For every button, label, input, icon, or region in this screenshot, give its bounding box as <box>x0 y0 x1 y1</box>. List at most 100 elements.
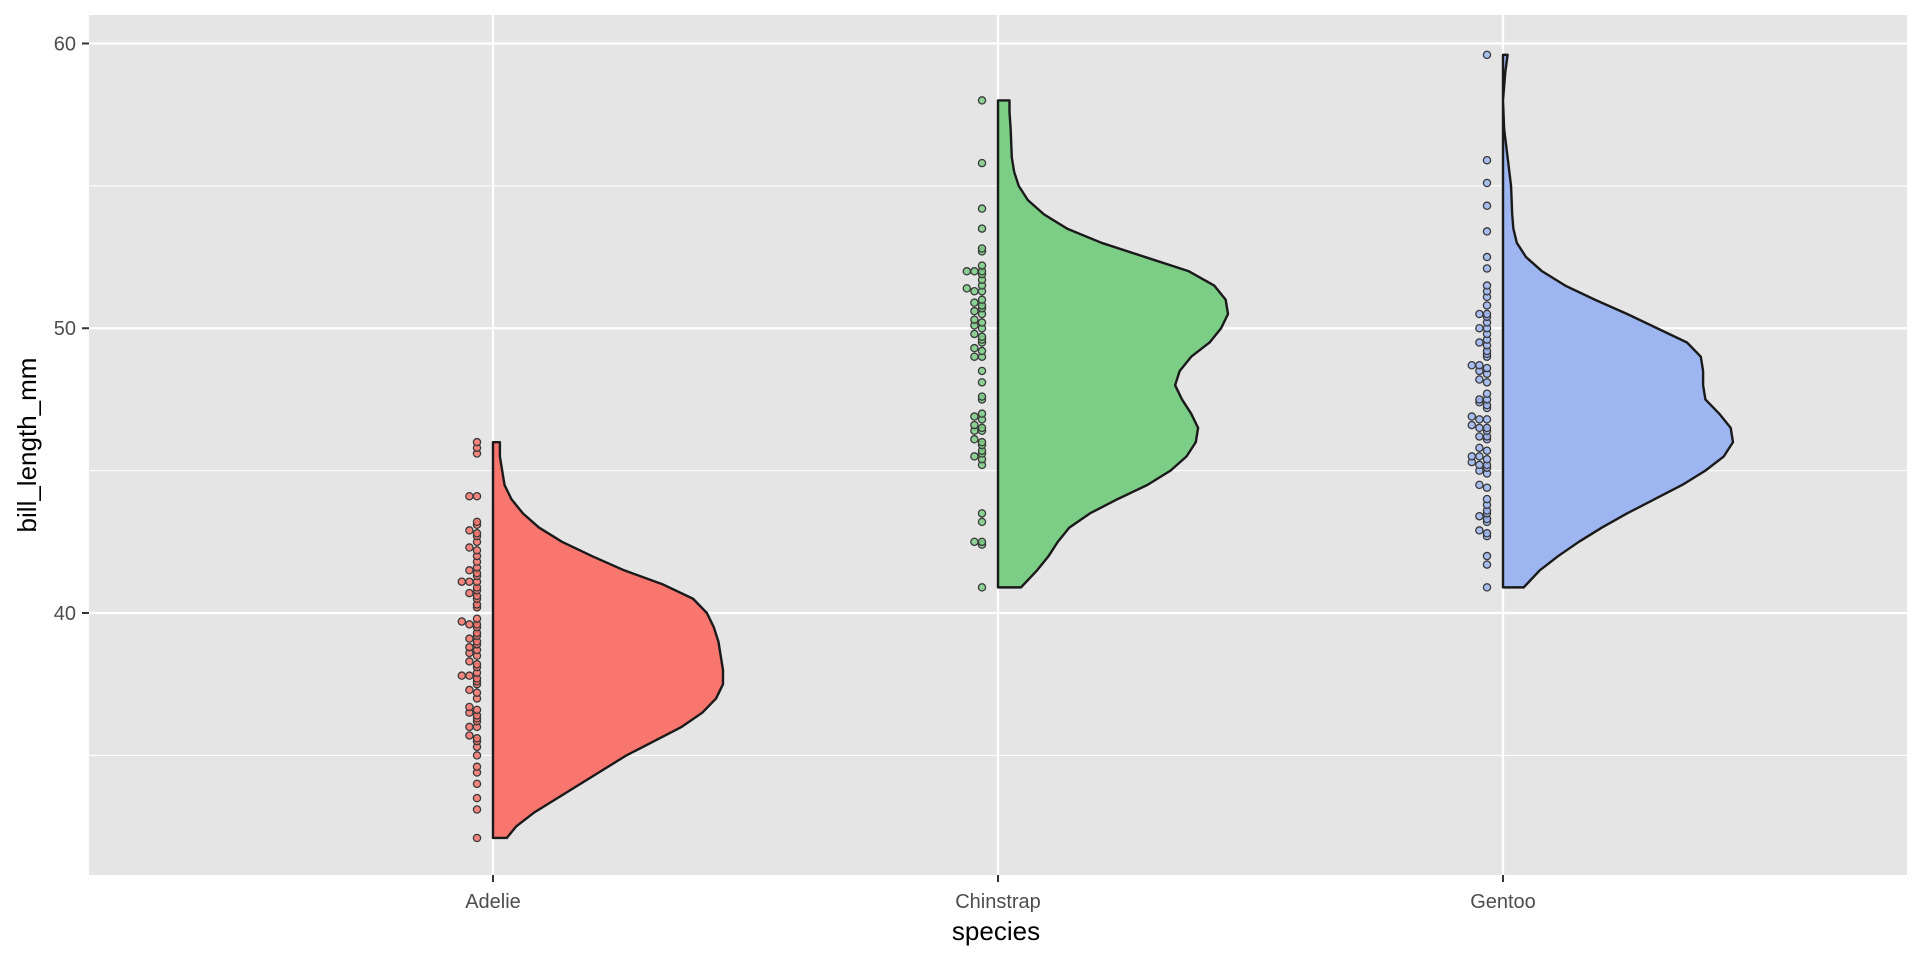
point-adelie-3 <box>472 779 482 789</box>
point-gentoo-19 <box>1475 460 1484 470</box>
point-adelie-26 <box>457 671 467 680</box>
point-gentoo-30 <box>1482 423 1492 433</box>
point-gentoo-41 <box>1482 389 1492 398</box>
point-gentoo-5 <box>1475 526 1484 535</box>
point-adelie-9 <box>472 734 482 743</box>
point-adelie-18 <box>465 702 474 712</box>
violin-adelie <box>491 440 725 840</box>
point-adelie-44 <box>472 614 482 623</box>
point-gentoo-13 <box>1482 483 1492 492</box>
y-tick-label-40: 40 <box>54 603 76 625</box>
point-adelie-42 <box>465 620 474 629</box>
point-adelie-57 <box>465 566 474 575</box>
point-gentoo-33 <box>1482 415 1492 424</box>
point-chinstrap-58 <box>977 96 987 105</box>
point-chinstrap-35 <box>977 318 987 327</box>
point-adelie-70 <box>465 492 474 501</box>
point-gentoo-31 <box>1475 423 1484 433</box>
point-adelie-30 <box>465 657 474 666</box>
point-adelie-73 <box>472 437 482 447</box>
point-gentoo-68 <box>1482 227 1492 236</box>
point-gentoo-71 <box>1482 155 1492 165</box>
x-axis-title: species <box>952 916 1040 946</box>
point-chinstrap-44 <box>970 286 979 296</box>
point-chinstrap-2 <box>977 537 987 547</box>
point-gentoo-48 <box>1467 361 1477 370</box>
point-chinstrap-36 <box>970 315 979 324</box>
point-gentoo-21 <box>1482 454 1492 464</box>
point-chinstrap-12 <box>977 437 987 447</box>
point-adelie-0 <box>472 833 482 843</box>
violin-layer <box>491 53 1735 840</box>
point-chinstrap-51 <box>962 267 972 276</box>
point-gentoo-42 <box>1482 378 1492 387</box>
violin-gentoo <box>1501 53 1735 589</box>
point-gentoo-23 <box>1467 452 1477 461</box>
point-chinstrap-55 <box>977 224 987 233</box>
point-gentoo-43 <box>1475 375 1484 384</box>
point-gentoo-70 <box>1482 178 1492 188</box>
y-tick-label-50: 50 <box>54 318 76 340</box>
y-axis-title: bill_length_mm <box>12 358 42 533</box>
point-gentoo-65 <box>1482 281 1492 290</box>
point-chinstrap-16 <box>977 423 987 433</box>
point-chinstrap-0 <box>977 583 987 592</box>
point-gentoo-14 <box>1475 480 1484 490</box>
point-adelie-21 <box>465 685 474 695</box>
point-chinstrap-19 <box>970 412 979 421</box>
point-chinstrap-28 <box>970 343 979 353</box>
point-chinstrap-52 <box>977 261 987 270</box>
point-adelie-12 <box>465 722 474 732</box>
point-adelie-10 <box>465 731 474 740</box>
violin-chinstrap <box>996 99 1230 589</box>
point-chinstrap-57 <box>977 158 987 168</box>
point-adelie-62 <box>465 543 474 552</box>
point-adelie-54 <box>457 577 467 586</box>
point-gentoo-46 <box>1482 363 1492 373</box>
point-adelie-68 <box>472 517 482 527</box>
point-gentoo-4 <box>1482 529 1492 538</box>
point-adelie-49 <box>465 588 474 598</box>
point-chinstrap-32 <box>970 329 979 339</box>
point-gentoo-25 <box>1475 443 1484 453</box>
point-chinstrap-4 <box>977 517 987 527</box>
point-chinstrap-50 <box>970 267 979 276</box>
point-gentoo-72 <box>1482 50 1492 60</box>
point-chinstrap-5 <box>977 509 987 518</box>
point-gentoo-60 <box>1482 309 1492 319</box>
point-chinstrap-24 <box>977 366 987 376</box>
point-adelie-1 <box>472 805 482 814</box>
point-gentoo-1 <box>1482 560 1492 569</box>
point-chinstrap-31 <box>977 332 987 342</box>
point-gentoo-8 <box>1475 511 1484 521</box>
point-chinstrap-22 <box>977 392 987 401</box>
point-gentoo-69 <box>1482 201 1492 211</box>
point-adelie-17 <box>472 705 482 715</box>
point-adelie-37 <box>465 634 474 643</box>
y-tick-label-60: 60 <box>54 33 76 55</box>
point-gentoo-2 <box>1482 551 1492 561</box>
x-axis: Adelie Chinstrap Gentoo <box>465 875 1536 913</box>
point-chinstrap-41 <box>970 298 979 307</box>
point-adelie-65 <box>472 529 482 538</box>
point-chinstrap-3 <box>970 537 979 547</box>
point-gentoo-22 <box>1475 452 1484 461</box>
point-chinstrap-20 <box>977 409 987 418</box>
point-gentoo-34 <box>1475 415 1484 424</box>
point-chinstrap-13 <box>970 435 979 444</box>
point-adelie-43 <box>457 617 467 626</box>
point-gentoo-66 <box>1482 264 1492 273</box>
point-gentoo-32 <box>1467 420 1477 430</box>
x-tick-label-chinstrap: Chinstrap <box>955 891 1041 913</box>
point-adelie-25 <box>465 671 474 680</box>
y-axis: 40 50 60 <box>54 33 89 625</box>
point-chinstrap-23 <box>977 378 987 387</box>
point-chinstrap-38 <box>970 306 979 316</box>
point-chinstrap-17 <box>970 420 979 430</box>
point-adelie-2 <box>472 793 482 803</box>
point-adelie-53 <box>465 577 474 586</box>
point-gentoo-40 <box>1475 395 1484 404</box>
point-gentoo-62 <box>1482 301 1492 310</box>
point-chinstrap-8 <box>970 452 979 461</box>
